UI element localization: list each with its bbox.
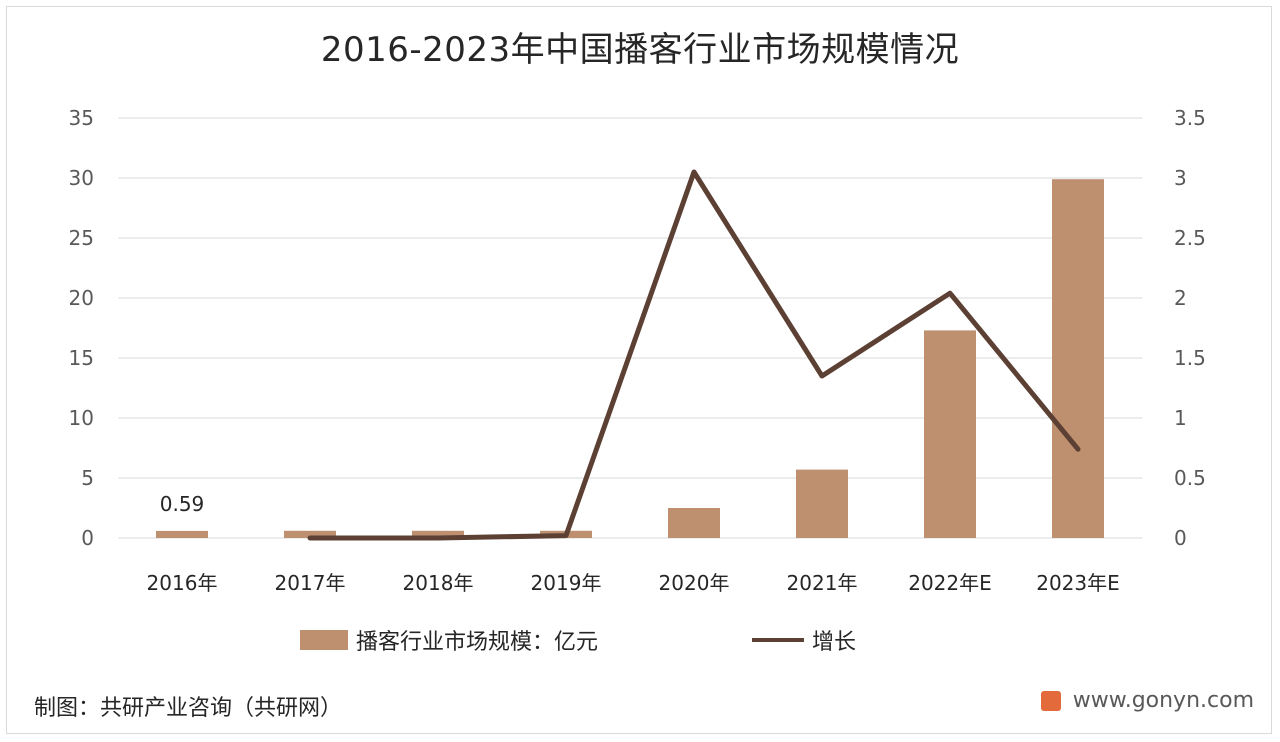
legend-label-market-size: 播客行业市场规模：亿元 (356, 630, 599, 655)
x-tick-label: 2019年 (531, 571, 602, 595)
y-left-tick-label: 30 (69, 166, 94, 190)
y-left-tick-label: 0 (81, 526, 94, 550)
brand-logo-icon (1040, 690, 1061, 711)
bar (924, 330, 976, 538)
data-label: 0.59 (160, 492, 205, 516)
y-left-tick-label: 10 (69, 406, 94, 430)
y-right-tick-label: 3.5 (1174, 106, 1206, 130)
y-right-tick-label: 2.5 (1174, 226, 1206, 250)
legend-item-growth: 增长 (752, 620, 856, 660)
x-tick-label: 2017年 (275, 571, 346, 595)
y-left-tick-label: 35 (69, 106, 94, 130)
y-right-tick-label: 3 (1174, 166, 1187, 190)
chart-title: 2016-2023年中国播客行业市场规模情况 (320, 30, 960, 70)
website-note: www.gonyn.com (1040, 688, 1254, 713)
bar (668, 508, 720, 538)
x-tick-label: 2022年E (908, 571, 992, 595)
legend-line-swatch (752, 638, 804, 642)
bar (156, 530, 208, 538)
y-right-tick-label: 1.5 (1174, 346, 1206, 370)
bar (1052, 179, 1104, 538)
chart-border (6, 6, 1272, 734)
y-right-tick-label: 0 (1174, 526, 1187, 550)
y-left-tick-label: 5 (81, 466, 94, 490)
y-left-tick-label: 25 (69, 226, 94, 250)
chart-legend: 播客行业市场规模：亿元 增长 (0, 620, 1280, 660)
y-left-tick-label: 15 (69, 346, 94, 370)
y-left-tick-label: 20 (69, 286, 94, 310)
legend-label-growth: 增长 (812, 630, 857, 655)
legend-item-market-size: 播客行业市场规模：亿元 (300, 620, 598, 660)
x-tick-label: 2021年 (787, 571, 858, 595)
x-tick-label: 2023年E (1036, 571, 1120, 595)
x-tick-label: 2020年 (659, 571, 730, 595)
source-note: 制图：共研产业咨询（共研网） (34, 696, 343, 721)
legend-bar-swatch (300, 630, 348, 650)
bar (284, 530, 336, 538)
x-tick-label: 2016年 (147, 571, 218, 595)
x-tick-label: 2018年 (403, 571, 474, 595)
y-right-tick-label: 1 (1174, 406, 1187, 430)
bar (796, 469, 848, 538)
bar (412, 530, 464, 538)
y-right-tick-label: 2 (1174, 286, 1187, 310)
website-text: www.gonyn.com (1072, 688, 1254, 713)
y-right-tick-label: 0.5 (1174, 466, 1206, 490)
